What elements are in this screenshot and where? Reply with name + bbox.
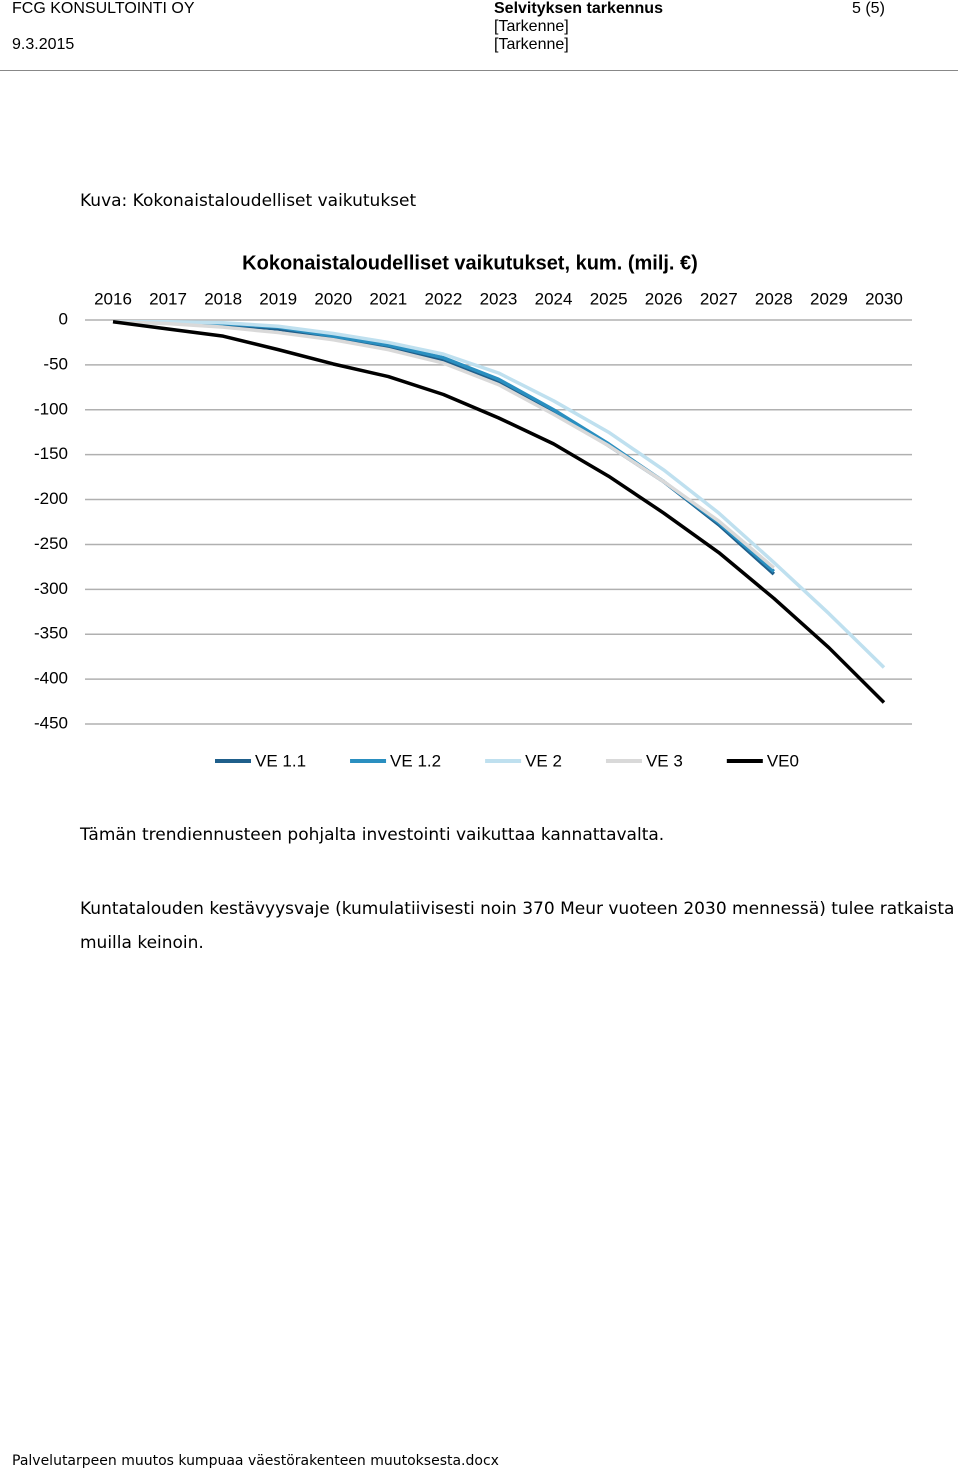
x-tick-label: 2029 (810, 289, 848, 308)
chart-title: Kokonaistaloudelliset vaikutukset, kum. … (242, 252, 698, 274)
legend-label: VE 2 (525, 751, 562, 770)
series-line (112, 320, 775, 573)
y-tick-label: -200 (34, 489, 68, 508)
footer: Palvelutarpeen muutos kumpuaa väestörake… (12, 1453, 499, 1469)
y-tick-label: -50 (43, 354, 68, 373)
x-tick-label: 2030 (865, 289, 903, 308)
y-tick-label: -400 (34, 669, 68, 688)
series-line (112, 320, 886, 704)
x-tick-label: 2020 (314, 289, 352, 308)
y-tick-label: 0 (59, 309, 68, 328)
chart: Kokonaistaloudelliset vaikutukset, kum. … (34, 252, 912, 770)
series-line (113, 320, 886, 669)
company: FCG KONSULTOINTI OY (12, 0, 195, 17)
series-line (112, 320, 775, 570)
x-tick-label: 2025 (590, 289, 628, 308)
legend-label: VE 3 (646, 751, 683, 770)
paragraph: Kuntatalouden kestävyysvaje (kumulatiivi… (80, 899, 955, 953)
y-tick-label: -350 (34, 624, 68, 643)
x-tick-label: 2019 (259, 289, 297, 308)
y-tick-label: -100 (34, 399, 68, 418)
page-number: 5 (5) (852, 0, 885, 17)
x-tick-label: 2017 (149, 289, 187, 308)
y-tick-label: -450 (34, 713, 68, 732)
caption: Kuva: Kokonaistaloudelliset vaikutukset (80, 191, 417, 211)
y-tick-label: -150 (34, 444, 68, 463)
doc-subtitle: [Tarkenne] (494, 18, 569, 35)
x-tick-label: 2023 (480, 289, 518, 308)
x-tick-label: 2028 (755, 289, 793, 308)
x-tick-label: 2027 (700, 289, 738, 308)
x-tick-label: 2016 (94, 289, 132, 308)
doc-title: Selvityksen tarkennus (494, 0, 663, 17)
legend-label: VE 1.2 (390, 751, 441, 770)
x-tick-label: 2018 (204, 289, 242, 308)
x-tick-label: 2024 (535, 289, 573, 308)
x-tick-label: 2021 (369, 289, 407, 308)
series-line (112, 320, 776, 576)
x-tick-label: 2022 (425, 289, 463, 308)
header-rule (0, 70, 958, 71)
legend-label: VE 1.1 (255, 751, 306, 770)
doc-subtitle: [Tarkenne] (494, 36, 569, 53)
y-tick-label: -300 (34, 579, 68, 598)
y-tick-label: -250 (34, 534, 68, 553)
paragraph: Tämän trendiennusteen pohjalta investoin… (80, 825, 665, 845)
legend-label: VE0 (767, 751, 799, 770)
date: 9.3.2015 (12, 36, 75, 53)
x-tick-label: 2026 (645, 289, 683, 308)
